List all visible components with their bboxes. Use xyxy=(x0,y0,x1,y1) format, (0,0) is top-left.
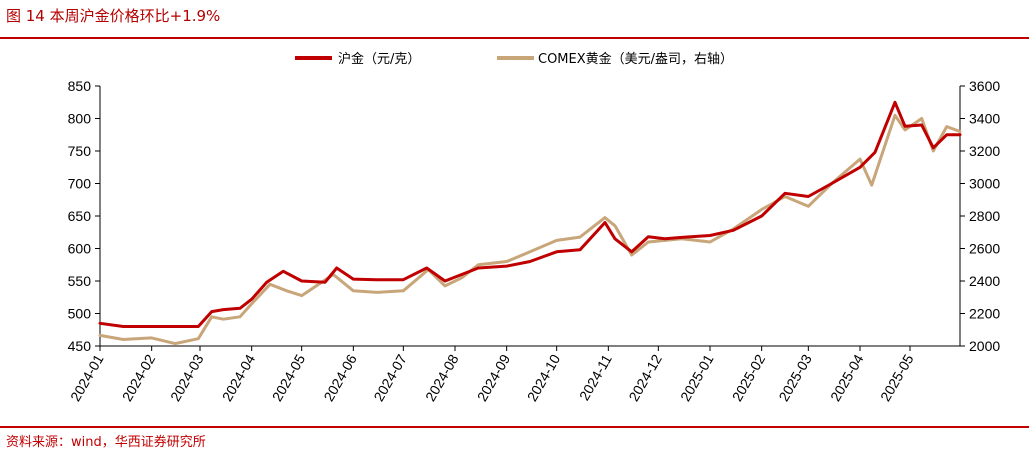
x-tick-label: 2025-04 xyxy=(827,351,867,404)
chart-legend: 沪金（元/克） COMEX黄金（美元/盎司，右轴） xyxy=(295,51,733,67)
y-right-tick-label: 2200 xyxy=(969,306,1000,322)
legend-label-comex-gold: COMEX黄金（美元/盎司，右轴） xyxy=(538,51,733,67)
series-line-shfe-gold xyxy=(98,100,962,328)
y-left-tick-label: 850 xyxy=(68,78,92,94)
x-tick-label: 2024-09 xyxy=(474,351,514,404)
x-tick-label: 2024-12 xyxy=(625,351,665,404)
x-tick-label: 2024-02 xyxy=(119,351,159,404)
x-tick-label: 2024-07 xyxy=(370,351,410,404)
x-tick-label: 2024-10 xyxy=(524,351,564,404)
y-right-tick-label: 2600 xyxy=(969,241,1000,257)
y-right-tick-label: 2800 xyxy=(969,208,1000,224)
figure-title: 图 14 本周沪金价格环比+1.9% xyxy=(6,7,221,25)
y-left-tick-label: 650 xyxy=(68,208,92,224)
source-note: 资料来源：wind，华西证券研究所 xyxy=(6,435,206,450)
x-tick-label: 2024-06 xyxy=(320,351,360,404)
x-tick-label: 2024-04 xyxy=(219,351,259,404)
x-tick-label: 2024-05 xyxy=(269,351,309,404)
series-line-comex-gold xyxy=(98,113,962,346)
y-right-tick-label: 2000 xyxy=(969,338,1000,354)
y-left-tick-label: 750 xyxy=(68,143,92,159)
y-left-tick-label: 450 xyxy=(68,338,92,354)
x-tick-label: 2024-03 xyxy=(167,351,207,404)
bottom-rule xyxy=(0,426,1029,428)
top-rule xyxy=(0,37,1029,39)
axes: 450 500 550 600 650 700 750 800 850 2000 2200 2400 2… xyxy=(67,78,1000,404)
x-tick-label: 2024-08 xyxy=(422,351,462,404)
x-tick-label: 2025-05 xyxy=(877,351,917,404)
x-tick-label: 2024-11 xyxy=(576,351,615,403)
y-right-tick-label: 2400 xyxy=(969,273,1000,289)
y-left-tick-label: 700 xyxy=(68,176,92,192)
x-tick-label: 2025-03 xyxy=(775,351,815,404)
legend-label-shfe-gold: 沪金（元/克） xyxy=(338,51,420,67)
y-right-tick-label: 3200 xyxy=(969,143,1000,159)
y-left-tick-label: 550 xyxy=(68,273,92,289)
y-left-tick-label: 600 xyxy=(68,241,92,257)
y-left-tick-label: 500 xyxy=(68,306,92,322)
plot-area xyxy=(98,100,962,346)
x-tick-label: 2024-01 xyxy=(67,351,107,404)
x-tick-label: 2025-01 xyxy=(677,351,717,404)
y-left-tick-label: 800 xyxy=(68,111,92,127)
y-right-tick-label: 3600 xyxy=(969,78,1000,94)
x-tick-label: 2025-02 xyxy=(729,351,769,404)
y-right-tick-label: 3400 xyxy=(969,111,1000,127)
y-right-tick-label: 3000 xyxy=(969,176,1000,192)
